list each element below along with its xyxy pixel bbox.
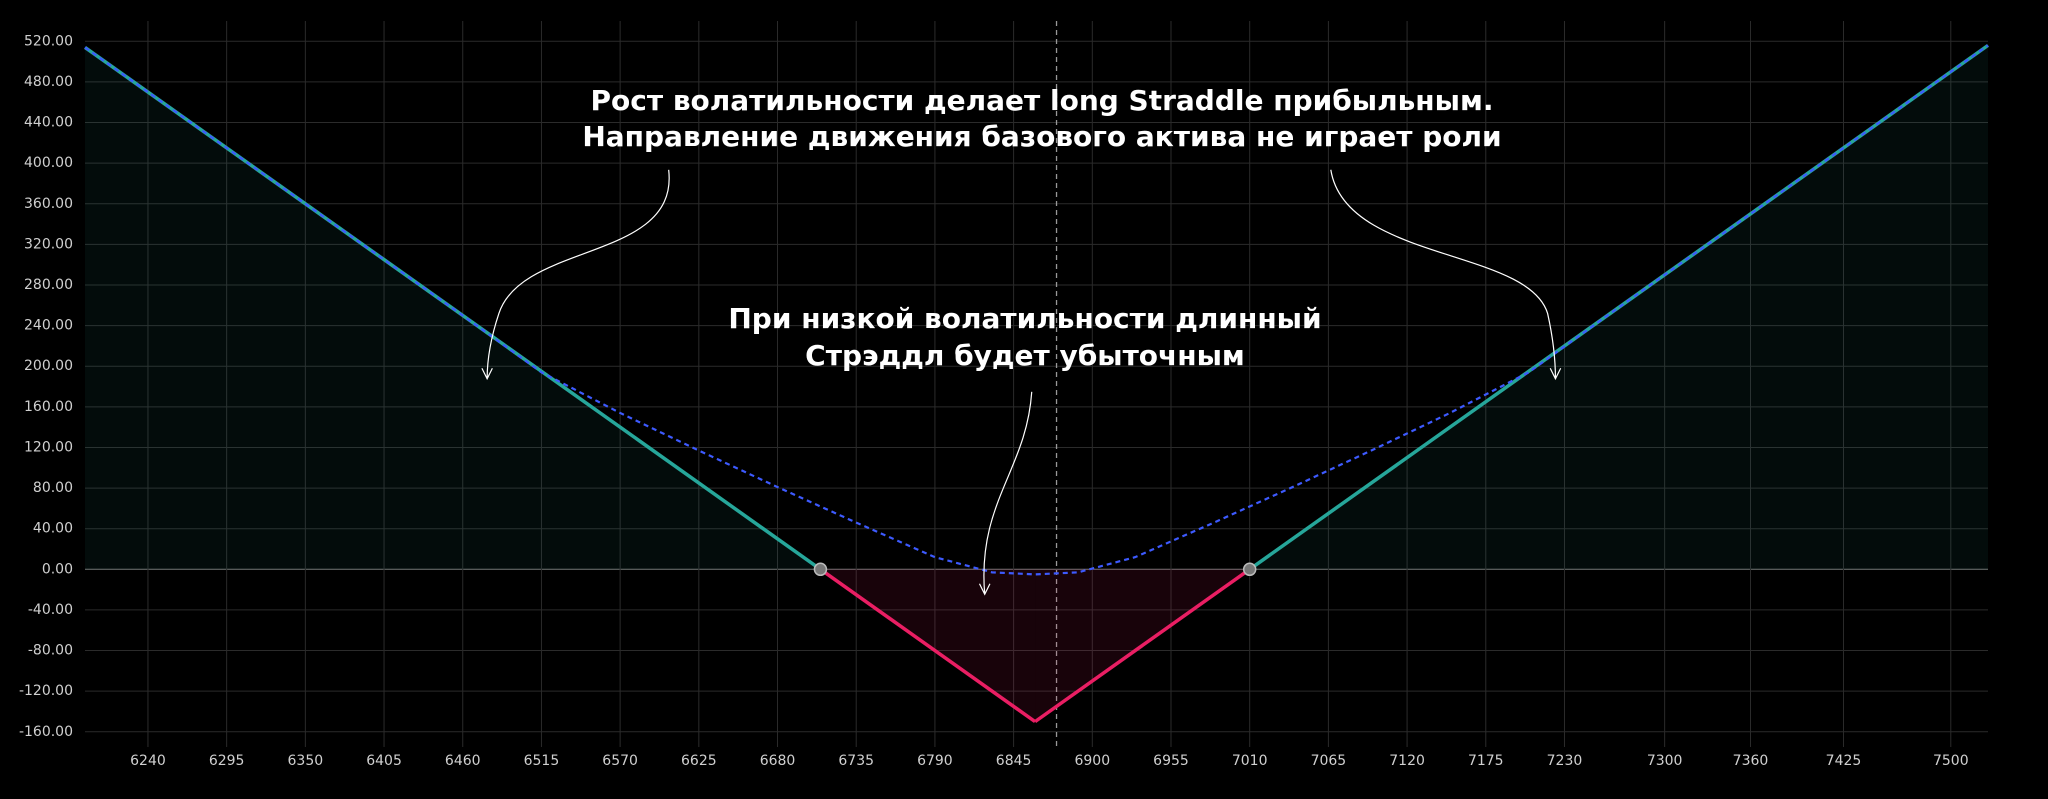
- x-tick-label: 6735: [838, 753, 874, 769]
- y-tick-label: 320.00: [24, 236, 73, 252]
- x-tick-label: 7425: [1826, 753, 1862, 769]
- x-tick-label: 7120: [1389, 753, 1425, 769]
- y-tick-label: 0.00: [42, 561, 73, 577]
- y-tick-label: 440.00: [24, 115, 73, 131]
- x-tick-label: 6845: [996, 753, 1032, 769]
- y-tick-label: 80.00: [33, 480, 73, 496]
- y-tick-label: -160.00: [19, 724, 73, 740]
- y-tick-label: 240.00: [24, 318, 73, 334]
- x-tick-label: 7175: [1468, 753, 1504, 769]
- y-tick-label: -120.00: [19, 683, 73, 699]
- arrow: [482, 170, 669, 379]
- annotation: Рост волатильности делает long Straddle …: [590, 84, 1493, 117]
- x-tick-label: 6295: [209, 753, 245, 769]
- volatility-curve: [84, 44, 1989, 576]
- y-tick-label: 280.00: [24, 277, 73, 293]
- y-tick-label: 480.00: [24, 74, 73, 90]
- arrow: [1331, 170, 1561, 379]
- x-tick-label: 6625: [681, 753, 717, 769]
- breakeven-point: [813, 562, 828, 577]
- payoff-segment: [1034, 567, 1251, 724]
- x-tick-label: 7065: [1311, 753, 1347, 769]
- arrows: [482, 170, 1561, 594]
- x-tick-label: 7300: [1647, 753, 1683, 769]
- x-tick-label: 6460: [445, 753, 481, 769]
- annotation: Стрэддл будет убыточным: [805, 339, 1245, 372]
- plot-area: 520.00 480.00 440.00 400.00 360.00 320.00 280.…: [19, 21, 1990, 769]
- y-tick-label: 160.00: [24, 399, 73, 415]
- y-tick-label: 520.00: [24, 33, 73, 49]
- y-tick-label: 200.00: [24, 358, 73, 374]
- annotation: При низкой волатильности длинный: [728, 302, 1321, 335]
- x-tick-label: 6955: [1153, 753, 1189, 769]
- y-tick-label: 400.00: [24, 155, 73, 171]
- x-tick-label: 6570: [602, 753, 638, 769]
- annotation: Направление движения базового актива не …: [582, 120, 1501, 153]
- arrow: [980, 392, 1032, 594]
- y-tick-label: 360.00: [24, 196, 73, 212]
- payoff-segment: [819, 567, 1037, 724]
- x-tick-label: 6790: [917, 753, 953, 769]
- x-tick-label: 7230: [1547, 753, 1583, 769]
- x-tick-label: 7360: [1733, 753, 1769, 769]
- x-tick-label: 6515: [524, 753, 560, 769]
- y-tick-label: -80.00: [28, 643, 73, 659]
- y-tick-label: 40.00: [33, 521, 73, 537]
- x-tick-label: 6680: [760, 753, 796, 769]
- x-tick-label: 6240: [130, 753, 166, 769]
- x-tick-label: 6405: [366, 753, 402, 769]
- x-tick-label: 6900: [1074, 753, 1110, 769]
- x-tick-label: 7500: [1933, 753, 1969, 769]
- x-tick-label: 6350: [288, 753, 324, 769]
- x-tick-label: 7010: [1232, 753, 1268, 769]
- breakeven-point: [1242, 562, 1257, 577]
- y-tick-label: 120.00: [24, 439, 73, 455]
- y-tick-label: -40.00: [28, 602, 73, 618]
